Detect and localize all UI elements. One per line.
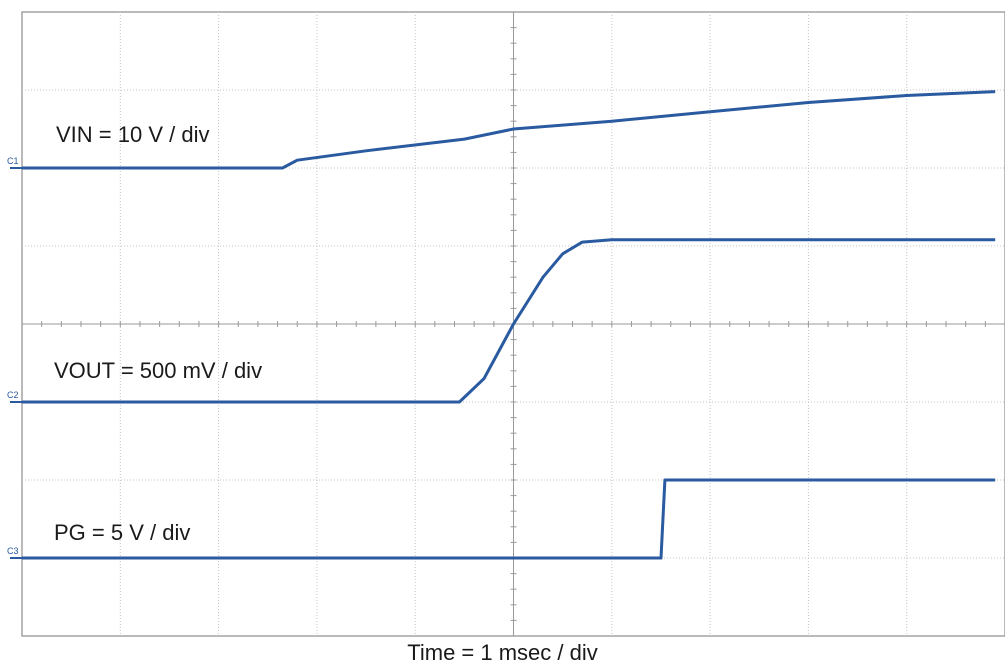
trace-c1 xyxy=(22,90,996,170)
trace-c2 xyxy=(22,238,996,404)
trace-c3 xyxy=(22,478,996,560)
series-label-vin: VIN = 10 V / div xyxy=(56,122,209,147)
channel-marker-label: C3 xyxy=(7,546,19,556)
channel-marker-label: C2 xyxy=(7,390,19,400)
series-label-pg: PG = 5 V / div xyxy=(54,520,190,545)
traces xyxy=(22,90,996,560)
x-axis-label: Time = 1 msec / div xyxy=(407,640,598,665)
channel-markers: C1 C2 C3 xyxy=(7,156,22,559)
channel-marker-label: C1 xyxy=(7,156,19,166)
series-label-vout: VOUT = 500 mV / div xyxy=(54,358,262,383)
